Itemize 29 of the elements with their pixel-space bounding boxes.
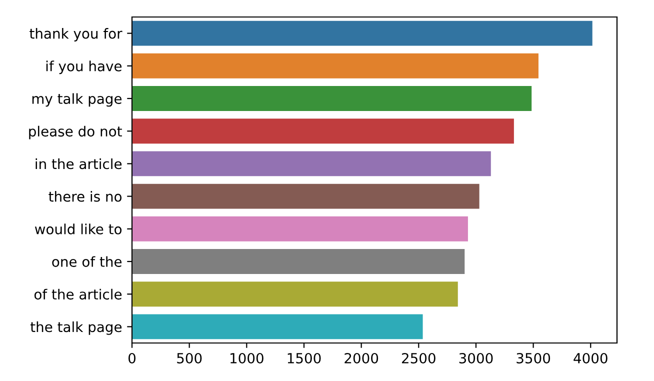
x-tick-label: 500 bbox=[177, 352, 202, 364]
x-tick-label: 1500 bbox=[288, 352, 321, 364]
y-tick-label: thank you for bbox=[30, 28, 122, 42]
y-tick-label: there is no bbox=[48, 191, 122, 202]
bar bbox=[132, 150, 492, 178]
y-tick-label: my talk page bbox=[32, 93, 122, 107]
bar bbox=[132, 20, 594, 47]
bar bbox=[132, 182, 480, 210]
bar bbox=[132, 280, 459, 308]
x-tick-label: 4000 bbox=[574, 352, 608, 364]
y-tick-label: in the article bbox=[36, 158, 122, 170]
bar bbox=[132, 215, 470, 242]
x-tick-label: 3500 bbox=[516, 352, 550, 364]
x-tick-label: 0 bbox=[128, 352, 136, 364]
bar bbox=[132, 52, 540, 80]
x-tick-label: 1000 bbox=[230, 352, 264, 364]
x-tick-label: 2500 bbox=[402, 352, 436, 364]
y-tick-label: would like to bbox=[34, 224, 122, 234]
y-tick-label: of the article bbox=[34, 288, 122, 300]
x-tick-label: 2000 bbox=[344, 352, 378, 364]
bar bbox=[132, 313, 424, 340]
y-tick-label: if you have bbox=[46, 60, 122, 74]
bar bbox=[132, 118, 516, 145]
y-tick-label: please do not bbox=[29, 126, 122, 140]
y-tick-label: the talk page bbox=[30, 321, 122, 335]
bar bbox=[132, 84, 533, 112]
y-tick-label: one of the bbox=[52, 256, 122, 267]
bar bbox=[132, 248, 466, 276]
x-tick-label: 3000 bbox=[459, 352, 493, 364]
